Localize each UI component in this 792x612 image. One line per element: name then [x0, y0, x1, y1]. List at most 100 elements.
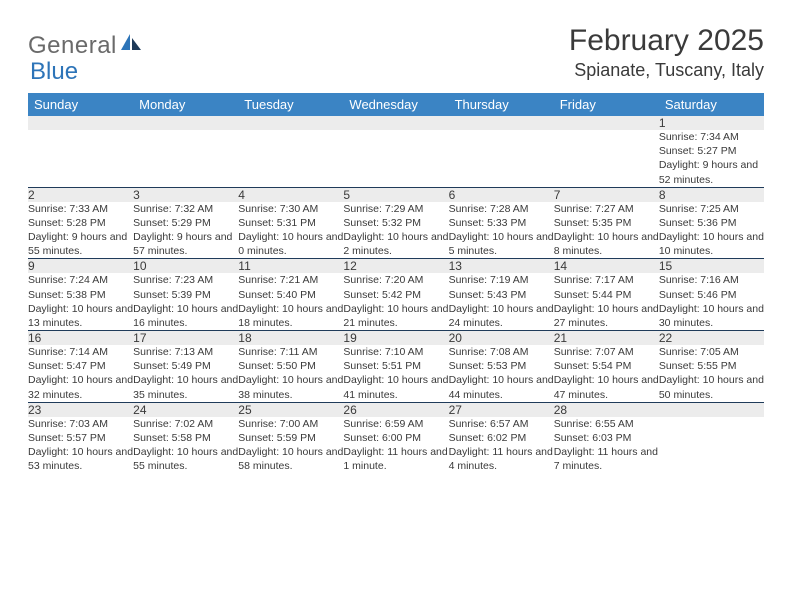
day-content-cell: Sunrise: 7:08 AMSunset: 5:53 PMDaylight:…	[449, 345, 554, 402]
sunset-line: Sunset: 5:51 PM	[343, 359, 448, 373]
day-number-cell: 24	[133, 402, 238, 417]
day-content-cell	[133, 130, 238, 187]
sunset-line: Sunset: 5:44 PM	[554, 288, 659, 302]
sunrise-line: Sunrise: 7:02 AM	[133, 417, 238, 431]
col-monday: Monday	[133, 93, 238, 116]
sunrise-line: Sunrise: 7:20 AM	[343, 273, 448, 287]
logo-word-general: General	[28, 32, 117, 60]
sunset-line: Sunset: 5:28 PM	[28, 216, 133, 230]
col-tuesday: Tuesday	[238, 93, 343, 116]
daylight-line: Daylight: 10 hours and 53 minutes.	[28, 445, 133, 473]
daylight-line: Daylight: 10 hours and 24 minutes.	[449, 302, 554, 330]
sunrise-line: Sunrise: 7:07 AM	[554, 345, 659, 359]
daylight-line: Daylight: 10 hours and 21 minutes.	[343, 302, 448, 330]
sunrise-line: Sunrise: 7:32 AM	[133, 202, 238, 216]
daylight-line: Daylight: 10 hours and 27 minutes.	[554, 302, 659, 330]
day-number-cell: 23	[28, 402, 133, 417]
daylight-line: Daylight: 10 hours and 55 minutes.	[133, 445, 238, 473]
sunset-line: Sunset: 5:57 PM	[28, 431, 133, 445]
day-number-cell: 10	[133, 259, 238, 274]
day-number-cell	[28, 116, 133, 130]
sunrise-line: Sunrise: 7:05 AM	[659, 345, 764, 359]
day-content-cell: Sunrise: 7:19 AMSunset: 5:43 PMDaylight:…	[449, 273, 554, 330]
daylight-line: Daylight: 10 hours and 35 minutes.	[133, 373, 238, 401]
daylight-line: Daylight: 10 hours and 50 minutes.	[659, 373, 764, 401]
day-content-cell: Sunrise: 7:11 AMSunset: 5:50 PMDaylight:…	[238, 345, 343, 402]
day-number-cell	[554, 116, 659, 130]
sunset-line: Sunset: 6:00 PM	[343, 431, 448, 445]
location: Spianate, Tuscany, Italy	[569, 60, 764, 81]
day-content-cell: Sunrise: 7:07 AMSunset: 5:54 PMDaylight:…	[554, 345, 659, 402]
day-content-cell	[28, 130, 133, 187]
sunset-line: Sunset: 5:59 PM	[238, 431, 343, 445]
week-daynum-row: 232425262728	[28, 402, 764, 417]
sunset-line: Sunset: 5:29 PM	[133, 216, 238, 230]
daylight-line: Daylight: 9 hours and 52 minutes.	[659, 158, 764, 186]
day-number-cell: 26	[343, 402, 448, 417]
day-content-cell: Sunrise: 7:05 AMSunset: 5:55 PMDaylight:…	[659, 345, 764, 402]
sunrise-line: Sunrise: 7:33 AM	[28, 202, 133, 216]
day-number-cell: 3	[133, 187, 238, 202]
sunset-line: Sunset: 5:39 PM	[133, 288, 238, 302]
sunrise-line: Sunrise: 7:13 AM	[133, 345, 238, 359]
daylight-line: Daylight: 10 hours and 8 minutes.	[554, 230, 659, 258]
day-number-cell: 27	[449, 402, 554, 417]
sunset-line: Sunset: 5:27 PM	[659, 144, 764, 158]
day-content-cell: Sunrise: 6:59 AMSunset: 6:00 PMDaylight:…	[343, 417, 448, 474]
sunset-line: Sunset: 6:03 PM	[554, 431, 659, 445]
logo: General	[28, 24, 143, 60]
day-content-cell: Sunrise: 7:32 AMSunset: 5:29 PMDaylight:…	[133, 202, 238, 259]
sunset-line: Sunset: 5:43 PM	[449, 288, 554, 302]
sunrise-line: Sunrise: 7:23 AM	[133, 273, 238, 287]
day-content-cell: Sunrise: 7:16 AMSunset: 5:46 PMDaylight:…	[659, 273, 764, 330]
day-number-cell: 17	[133, 331, 238, 346]
day-content-cell: Sunrise: 7:25 AMSunset: 5:36 PMDaylight:…	[659, 202, 764, 259]
sunrise-line: Sunrise: 7:08 AM	[449, 345, 554, 359]
day-content-cell: Sunrise: 6:57 AMSunset: 6:02 PMDaylight:…	[449, 417, 554, 474]
col-sunday: Sunday	[28, 93, 133, 116]
day-content-cell: Sunrise: 7:20 AMSunset: 5:42 PMDaylight:…	[343, 273, 448, 330]
week-daynum-row: 2345678	[28, 187, 764, 202]
day-number-cell: 20	[449, 331, 554, 346]
day-content-cell: Sunrise: 7:10 AMSunset: 5:51 PMDaylight:…	[343, 345, 448, 402]
week-daynum-row: 16171819202122	[28, 331, 764, 346]
logo-word-blue: Blue	[30, 58, 78, 86]
day-content-cell: Sunrise: 7:21 AMSunset: 5:40 PMDaylight:…	[238, 273, 343, 330]
day-content-cell: Sunrise: 7:23 AMSunset: 5:39 PMDaylight:…	[133, 273, 238, 330]
sunset-line: Sunset: 5:55 PM	[659, 359, 764, 373]
day-content-cell: Sunrise: 6:55 AMSunset: 6:03 PMDaylight:…	[554, 417, 659, 474]
day-content-cell: Sunrise: 7:00 AMSunset: 5:59 PMDaylight:…	[238, 417, 343, 474]
day-number-cell	[238, 116, 343, 130]
sunrise-line: Sunrise: 7:30 AM	[238, 202, 343, 216]
week-content-row: Sunrise: 7:03 AMSunset: 5:57 PMDaylight:…	[28, 417, 764, 474]
day-content-cell	[659, 417, 764, 474]
sunrise-line: Sunrise: 7:27 AM	[554, 202, 659, 216]
day-number-cell: 8	[659, 187, 764, 202]
daylight-line: Daylight: 10 hours and 38 minutes.	[238, 373, 343, 401]
daylight-line: Daylight: 11 hours and 4 minutes.	[449, 445, 554, 473]
sunset-line: Sunset: 5:46 PM	[659, 288, 764, 302]
day-number-cell: 2	[28, 187, 133, 202]
col-saturday: Saturday	[659, 93, 764, 116]
col-wednesday: Wednesday	[343, 93, 448, 116]
sunrise-line: Sunrise: 7:14 AM	[28, 345, 133, 359]
daylight-line: Daylight: 10 hours and 47 minutes.	[554, 373, 659, 401]
daylight-line: Daylight: 11 hours and 1 minute.	[343, 445, 448, 473]
day-number-cell: 15	[659, 259, 764, 274]
day-number-cell: 18	[238, 331, 343, 346]
daylight-line: Daylight: 10 hours and 32 minutes.	[28, 373, 133, 401]
day-content-cell: Sunrise: 7:30 AMSunset: 5:31 PMDaylight:…	[238, 202, 343, 259]
sunset-line: Sunset: 5:31 PM	[238, 216, 343, 230]
col-friday: Friday	[554, 93, 659, 116]
daylight-line: Daylight: 10 hours and 5 minutes.	[449, 230, 554, 258]
day-content-cell: Sunrise: 7:33 AMSunset: 5:28 PMDaylight:…	[28, 202, 133, 259]
sunset-line: Sunset: 5:38 PM	[28, 288, 133, 302]
daylight-line: Daylight: 10 hours and 16 minutes.	[133, 302, 238, 330]
sunrise-line: Sunrise: 7:19 AM	[449, 273, 554, 287]
sunrise-line: Sunrise: 7:34 AM	[659, 130, 764, 144]
sunrise-line: Sunrise: 7:00 AM	[238, 417, 343, 431]
day-content-cell: Sunrise: 7:34 AMSunset: 5:27 PMDaylight:…	[659, 130, 764, 187]
daylight-line: Daylight: 9 hours and 57 minutes.	[133, 230, 238, 258]
day-number-cell: 9	[28, 259, 133, 274]
day-number-cell: 6	[449, 187, 554, 202]
